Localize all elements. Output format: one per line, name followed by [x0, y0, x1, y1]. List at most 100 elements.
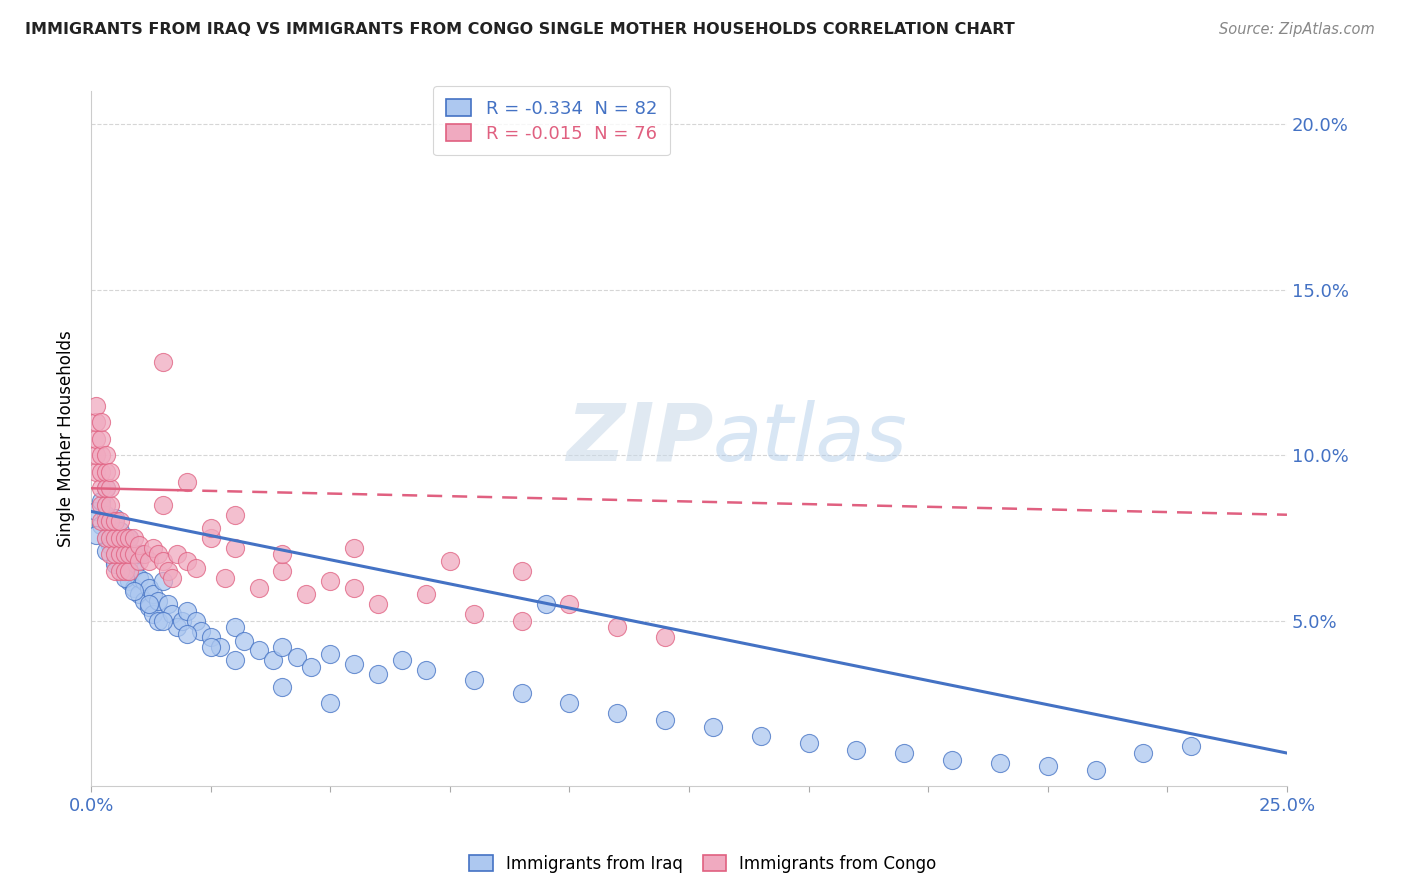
Point	[146, 594, 169, 608]
Point	[845, 743, 868, 757]
Point	[90, 517, 112, 532]
Point	[176, 475, 198, 489]
Point	[156, 564, 179, 578]
Point	[162, 571, 184, 585]
Point	[271, 640, 294, 654]
Point	[98, 531, 121, 545]
Point	[558, 597, 581, 611]
Point	[893, 746, 915, 760]
Point	[90, 415, 112, 429]
Text: IMMIGRANTS FROM IRAQ VS IMMIGRANTS FROM CONGO SINGLE MOTHER HOUSEHOLDS CORRELATI: IMMIGRANTS FROM IRAQ VS IMMIGRANTS FROM …	[25, 22, 1015, 37]
Point	[200, 531, 222, 545]
Point	[90, 465, 112, 479]
Point	[104, 531, 127, 545]
Point	[190, 624, 212, 638]
Point	[162, 607, 184, 621]
Point	[84, 527, 107, 541]
Point	[94, 514, 117, 528]
Point	[132, 594, 155, 608]
Point	[343, 541, 366, 555]
Point	[534, 597, 557, 611]
Point	[128, 571, 150, 585]
Point	[343, 657, 366, 671]
Point	[104, 534, 127, 549]
Point	[142, 587, 165, 601]
Point	[797, 736, 820, 750]
Point	[128, 537, 150, 551]
Point	[209, 640, 232, 654]
Point	[1180, 739, 1202, 754]
Point	[200, 521, 222, 535]
Point	[98, 481, 121, 495]
Point	[108, 524, 131, 539]
Point	[128, 587, 150, 601]
Point	[114, 564, 136, 578]
Point	[142, 541, 165, 555]
Point	[166, 620, 188, 634]
Point	[176, 627, 198, 641]
Point	[122, 548, 145, 562]
Point	[439, 554, 461, 568]
Point	[118, 554, 141, 568]
Point	[200, 640, 222, 654]
Point	[415, 663, 437, 677]
Point	[224, 541, 246, 555]
Point	[108, 548, 131, 562]
Point	[319, 574, 342, 588]
Point	[558, 697, 581, 711]
Point	[510, 614, 533, 628]
Point	[176, 554, 198, 568]
Point	[122, 531, 145, 545]
Point	[1132, 746, 1154, 760]
Point	[367, 666, 389, 681]
Point	[84, 504, 107, 518]
Point	[152, 614, 174, 628]
Point	[114, 564, 136, 578]
Point	[988, 756, 1011, 770]
Point	[98, 498, 121, 512]
Point	[98, 465, 121, 479]
Point	[90, 448, 112, 462]
Point	[122, 583, 145, 598]
Point	[132, 574, 155, 588]
Point	[146, 614, 169, 628]
Point	[138, 554, 160, 568]
Point	[152, 498, 174, 512]
Point	[186, 560, 208, 574]
Point	[271, 564, 294, 578]
Point	[152, 554, 174, 568]
Point	[94, 465, 117, 479]
Point	[94, 531, 117, 545]
Point	[98, 514, 121, 528]
Point	[114, 541, 136, 555]
Point	[94, 481, 117, 495]
Point	[271, 548, 294, 562]
Point	[299, 660, 322, 674]
Point	[84, 432, 107, 446]
Point	[98, 514, 121, 528]
Point	[142, 607, 165, 621]
Point	[90, 514, 112, 528]
Point	[104, 548, 127, 562]
Point	[118, 574, 141, 588]
Point	[138, 597, 160, 611]
Point	[749, 730, 772, 744]
Point	[94, 448, 117, 462]
Point	[285, 650, 308, 665]
Point	[510, 564, 533, 578]
Point	[510, 686, 533, 700]
Point	[138, 581, 160, 595]
Point	[98, 537, 121, 551]
Point	[90, 494, 112, 508]
Point	[108, 564, 131, 578]
Point	[118, 531, 141, 545]
Point	[146, 548, 169, 562]
Point	[170, 614, 193, 628]
Point	[132, 548, 155, 562]
Point	[114, 571, 136, 585]
Point	[247, 581, 270, 595]
Legend: Immigrants from Iraq, Immigrants from Congo: Immigrants from Iraq, Immigrants from Co…	[463, 848, 943, 880]
Point	[176, 604, 198, 618]
Point	[122, 560, 145, 574]
Point	[262, 653, 284, 667]
